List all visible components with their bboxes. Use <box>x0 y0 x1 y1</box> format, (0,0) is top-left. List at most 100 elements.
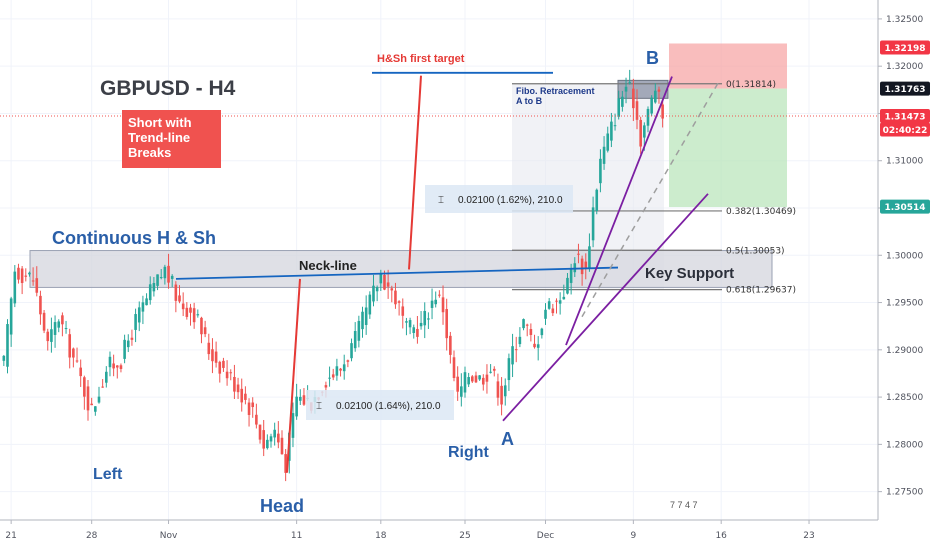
candle-body <box>383 274 386 290</box>
candle-body <box>229 372 233 374</box>
candle-body <box>335 366 339 376</box>
candle-body <box>13 271 17 304</box>
candle-body <box>159 277 163 279</box>
candle-body <box>266 439 269 449</box>
candle-body <box>507 358 511 381</box>
candle-body <box>434 299 438 305</box>
candle-body <box>555 300 558 302</box>
candle-body <box>68 334 72 358</box>
candle-body <box>50 329 53 342</box>
take-profit-zone <box>669 88 787 208</box>
candle-body <box>298 396 302 401</box>
candle-body <box>145 298 148 306</box>
candle-body <box>632 88 635 109</box>
fibo-label-2: A to B <box>516 96 543 106</box>
candle-body <box>225 371 229 379</box>
candle-body <box>64 328 68 330</box>
candle-body <box>277 433 280 443</box>
candle-body <box>416 328 419 337</box>
candle-body <box>269 436 273 442</box>
candle-body <box>621 96 624 107</box>
candle-body <box>452 357 456 378</box>
strategy-box <box>122 110 221 168</box>
y-tick-label: 1.29000 <box>886 346 923 356</box>
candle-body <box>20 268 24 284</box>
candle-body <box>401 306 405 316</box>
candle-body <box>610 121 613 141</box>
target-projection <box>408 75 422 270</box>
price-badge-bg <box>880 109 930 124</box>
candle-body <box>46 331 50 342</box>
candle-body <box>302 395 306 405</box>
candle-body <box>240 388 244 403</box>
candle-body <box>412 327 416 333</box>
candle-body <box>61 315 64 325</box>
neck-line <box>175 266 619 280</box>
fibo-label-1: Fibo. Retracement <box>516 86 595 96</box>
price-badge-bg <box>880 81 930 96</box>
price-badge-bg <box>880 199 930 214</box>
fib-label-1: 0.382(1.30469) <box>726 207 796 217</box>
candle-body <box>346 360 350 362</box>
candle-body <box>97 396 101 403</box>
x-tick-label: 11 <box>291 531 302 541</box>
candle-body <box>536 344 540 348</box>
point-a-label: A <box>501 429 514 449</box>
y-tick-label: 1.31000 <box>886 157 923 167</box>
candle-body <box>214 351 218 363</box>
candle-body <box>423 310 427 326</box>
candle-body <box>123 339 126 359</box>
candle-body <box>24 275 28 277</box>
candle-body <box>639 119 642 147</box>
candle-body <box>529 329 533 335</box>
candle-body <box>262 430 265 449</box>
x-tick-label: 9 <box>630 531 636 541</box>
x-tick-label: 25 <box>459 531 470 541</box>
candle-body <box>591 207 595 241</box>
candle-body <box>445 309 448 339</box>
candle-body <box>500 385 503 405</box>
strategy-line-1: Short with <box>128 115 192 130</box>
candle-body <box>368 294 372 315</box>
candle-body <box>200 317 203 335</box>
candle-body <box>291 413 295 438</box>
price-badge-bg <box>880 40 930 55</box>
candle-body <box>364 307 368 325</box>
candle-body <box>31 280 35 282</box>
y-tick-label: 1.28500 <box>886 393 923 403</box>
candle-body <box>126 340 130 348</box>
measure-box-bottom <box>306 390 454 420</box>
x-tick-label: 16 <box>715 531 727 541</box>
candle-body <box>17 267 20 280</box>
candle-body <box>481 377 485 385</box>
measure-bottom-label: 0.02100 (1.64%), 210.0 <box>336 401 441 412</box>
candle-body <box>112 363 115 369</box>
pattern-label: Continuous H & Sh <box>52 228 216 248</box>
candle-body <box>35 278 39 293</box>
fib-label-2: 0.5(1.30053) <box>726 246 785 256</box>
candle-body <box>379 273 383 284</box>
candle-body <box>130 337 134 340</box>
candle-body <box>492 368 496 371</box>
candle-body <box>394 290 397 305</box>
candle-body <box>427 318 430 320</box>
candle-body <box>558 300 562 304</box>
candle-body <box>405 321 408 323</box>
candle-body <box>522 319 525 329</box>
chart-title: GBPUSD - H4 <box>100 77 236 100</box>
candle-body <box>449 335 452 355</box>
candle-body <box>236 384 240 393</box>
candle-body <box>525 324 529 326</box>
candle-body <box>438 294 441 296</box>
candle-body <box>547 301 551 309</box>
candle-body <box>430 300 434 308</box>
candle-body <box>386 282 390 287</box>
candle-body <box>463 372 467 393</box>
candle-body <box>390 288 394 291</box>
time-axis-bg <box>0 520 932 550</box>
candle-body <box>174 284 178 301</box>
candle-body <box>584 261 588 268</box>
x-tick-label: Nov <box>160 531 178 541</box>
